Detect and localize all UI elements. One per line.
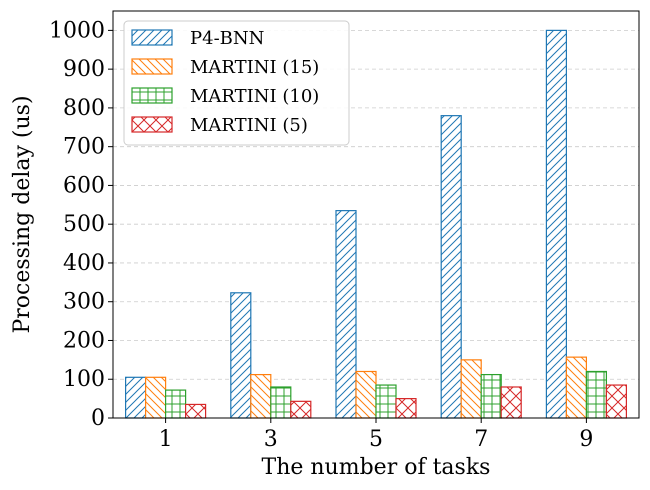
bar bbox=[480, 373, 502, 419]
y-tick-label: 1000 bbox=[49, 18, 105, 43]
bar bbox=[250, 373, 272, 419]
y-tick-label: 700 bbox=[63, 135, 105, 160]
bar bbox=[375, 384, 397, 419]
legend-swatch bbox=[131, 116, 173, 133]
bars bbox=[124, 29, 628, 419]
y-tick-label: 800 bbox=[63, 96, 105, 121]
y-axis-label: Processing delay (us) bbox=[10, 95, 35, 333]
legend-label: P4-BNN bbox=[190, 28, 264, 49]
legend-swatch bbox=[131, 29, 173, 46]
bar bbox=[460, 359, 482, 419]
bar bbox=[565, 356, 588, 419]
x-axis: 1 3 5 7 9 bbox=[159, 418, 593, 452]
y-tick-label: 400 bbox=[63, 251, 105, 276]
legend-label: MARTINI (10) bbox=[190, 86, 319, 107]
legend-box bbox=[123, 20, 350, 146]
y-tick-label: 900 bbox=[63, 57, 105, 82]
bar bbox=[545, 29, 568, 419]
x-tick-label: 9 bbox=[579, 427, 593, 452]
legend-swatch bbox=[131, 58, 173, 75]
bar bbox=[230, 292, 252, 419]
x-axis-label: The number of tasks bbox=[262, 455, 491, 480]
legend: P4-BNN MARTINI (15) MARTINI (10) MARTINI (5… bbox=[123, 20, 350, 146]
bar bbox=[355, 370, 377, 419]
legend-label: MARTINI (15) bbox=[190, 57, 319, 78]
legend-swatch bbox=[131, 87, 173, 104]
legend-label: MARTINI (5) bbox=[190, 115, 308, 136]
bar bbox=[290, 400, 312, 419]
x-tick-label: 3 bbox=[264, 427, 278, 452]
y-tick-label: 500 bbox=[63, 212, 105, 237]
y-tick-label: 600 bbox=[63, 173, 105, 198]
y-tick-label: 0 bbox=[91, 406, 105, 431]
bar bbox=[185, 403, 207, 419]
y-tick-label: 200 bbox=[63, 328, 105, 353]
x-tick-label: 1 bbox=[159, 427, 173, 452]
bar bbox=[395, 398, 417, 419]
bar bbox=[500, 386, 522, 419]
bar bbox=[145, 376, 167, 419]
x-tick-label: 7 bbox=[474, 427, 488, 452]
bar bbox=[165, 389, 187, 419]
bar bbox=[605, 384, 628, 419]
y-tick-label: 100 bbox=[63, 367, 105, 392]
bar bbox=[335, 210, 357, 419]
bar bbox=[270, 386, 292, 419]
y-tick-label: 300 bbox=[63, 290, 105, 315]
bar bbox=[585, 370, 608, 419]
bar bbox=[440, 115, 462, 419]
x-tick-label: 5 bbox=[369, 427, 383, 452]
y-axis: 0 100 200 300 400 500 600 700 800 900 1000 bbox=[49, 18, 113, 431]
bar bbox=[124, 376, 147, 419]
